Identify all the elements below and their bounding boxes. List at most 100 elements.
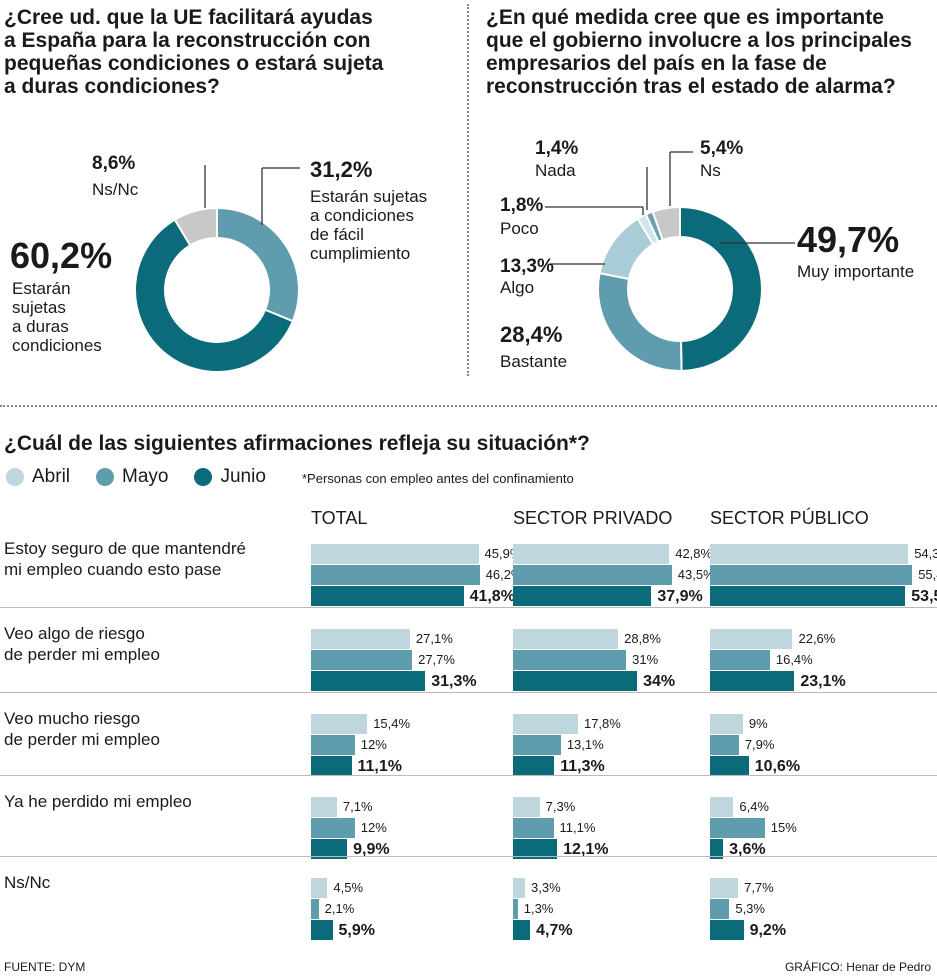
- bar-junio: [513, 671, 638, 691]
- bar-mayo: [311, 735, 355, 755]
- legend-junio-swatch: [194, 468, 213, 486]
- bar-value-label: 41,8%: [469, 588, 515, 605]
- donut2-chart: [545, 151, 795, 373]
- donut2-slice-0: [679, 205, 763, 373]
- bar-junio: [513, 920, 531, 940]
- bar-value-label: 1,3%: [523, 901, 554, 916]
- bar-value-label: 54,3%: [914, 546, 937, 561]
- donut1-slice-0: [216, 206, 300, 323]
- donut1-nsnc-label: Ns/Nc: [92, 180, 139, 199]
- bar-abril: [513, 797, 540, 817]
- bar-abril: [513, 714, 578, 734]
- donut2-nada-label: Nada: [535, 161, 576, 180]
- donut2-ns-pct: 5,4%: [700, 138, 744, 159]
- bar-mayo: [710, 565, 913, 585]
- bar-junio: [710, 839, 724, 859]
- bar-abril: [710, 878, 739, 898]
- bar-value-label: 7,7%: [744, 880, 774, 895]
- donut2-algo-pct: 13,3%: [500, 256, 554, 277]
- donut2-slice-5: [651, 205, 681, 242]
- bar-value-label: 2,1%: [324, 901, 355, 916]
- bar-abril: [311, 544, 479, 564]
- row-label: Ya he perdido mi empleo: [4, 792, 192, 811]
- bar-value-label: 37,9%: [657, 588, 703, 605]
- bar-abril: [311, 629, 410, 649]
- bar-mayo: [513, 899, 518, 919]
- bar-abril: [513, 629, 619, 649]
- bar-junio: [513, 756, 555, 776]
- bar-value-label: 53,5%: [911, 588, 937, 605]
- legend: Abril Mayo Junio: [6, 466, 266, 488]
- bar-mayo: [710, 735, 739, 755]
- bar-value-label: 34%: [643, 673, 676, 690]
- row-separator: [0, 607, 937, 608]
- donut2-slice-1: [597, 271, 683, 372]
- bar-value-label: 15,4%: [373, 716, 411, 731]
- bar-value-label: 16,4%: [775, 652, 813, 667]
- bar-value-label: 5,9%: [338, 922, 375, 939]
- bar-abril: [311, 878, 328, 898]
- bar-mayo: [311, 650, 413, 670]
- donut1-facil-label: Estarán sujetas a condiciones de fácil c…: [310, 187, 428, 263]
- row-label: Veo mucho riesgo de perder mi empleo: [4, 709, 160, 749]
- bar-junio: [710, 920, 744, 940]
- bar-value-label: 7,1%: [342, 799, 373, 814]
- bar-mayo: [710, 899, 730, 919]
- bar-junio: [311, 756, 352, 776]
- bar-mayo: [311, 818, 355, 838]
- legend-junio: Junio: [220, 466, 266, 487]
- legend-abril: Abril: [32, 466, 71, 487]
- row-label: Ns/Nc: [4, 873, 51, 892]
- row-label: Veo algo de riesgo de perder mi empleo: [4, 624, 160, 664]
- bar-value-label: 9,2%: [749, 922, 787, 939]
- bar-junio: [311, 586, 464, 606]
- row-separator: [0, 692, 937, 693]
- bar-value-label: 27,1%: [415, 631, 453, 646]
- bar-value-label: 9,9%: [353, 841, 390, 858]
- bar-value-label: 43,5%: [677, 567, 715, 582]
- legend-mayo: Mayo: [122, 466, 169, 487]
- bar-mayo: [710, 818, 765, 838]
- bar-abril: [513, 544, 670, 564]
- bar-value-label: 11,3%: [560, 758, 605, 775]
- donut1-slice-2: [173, 206, 218, 247]
- bar-abril: [710, 544, 909, 564]
- bar-mayo: [311, 899, 319, 919]
- bar-abril: [710, 714, 743, 734]
- donut1-chart: [134, 165, 300, 373]
- bar-value-label: 12%: [360, 737, 387, 752]
- donut1-question: ¿Cree ud. que la UE facilitará ayudas a …: [4, 6, 384, 98]
- source: FUENTE: DYM: [4, 960, 86, 974]
- bar-mayo: [710, 650, 770, 670]
- col-total: TOTAL: [311, 508, 368, 528]
- bar-junio: [311, 920, 333, 940]
- bar-value-label: 10,6%: [754, 758, 801, 775]
- donut2-ns-label: Ns: [700, 161, 721, 180]
- bar-value-label: 12%: [360, 820, 387, 835]
- bar-junio: [710, 756, 749, 776]
- bar-mayo: [513, 818, 554, 838]
- bar-junio: [311, 671, 426, 691]
- bar-value-label: 22,6%: [798, 631, 836, 646]
- bar-junio: [311, 839, 348, 859]
- bar-value-label: 28,8%: [624, 631, 661, 646]
- bar-mayo: [513, 565, 672, 585]
- bar-value-label: 13,1%: [566, 737, 604, 752]
- bar-value-label: 12,1%: [563, 841, 609, 858]
- donut2-algo-label: Algo: [500, 278, 535, 297]
- bar-value-label: 7,3%: [545, 799, 576, 814]
- row-label: Estoy seguro de que mantendré mi empleo …: [4, 539, 246, 579]
- bar-value-label: 31,3%: [431, 673, 477, 690]
- bar-value-label: 5,3%: [735, 901, 765, 916]
- bar-abril: [710, 629, 793, 649]
- bar-value-label: 3,6%: [729, 841, 766, 858]
- legend-mayo-swatch: [96, 468, 115, 486]
- legend-abril-swatch: [6, 468, 24, 486]
- bar-junio: [710, 671, 795, 691]
- bar-value-label: 11,1%: [559, 820, 596, 835]
- bar-value-label: 4,5%: [333, 880, 364, 895]
- donut2-muy-pct: 49,7%: [797, 219, 900, 260]
- bars-question: ¿Cuál de las siguientes afirmaciones ref…: [4, 432, 590, 455]
- bar-abril: [311, 714, 368, 734]
- bar-value-label: 9%: [748, 716, 768, 731]
